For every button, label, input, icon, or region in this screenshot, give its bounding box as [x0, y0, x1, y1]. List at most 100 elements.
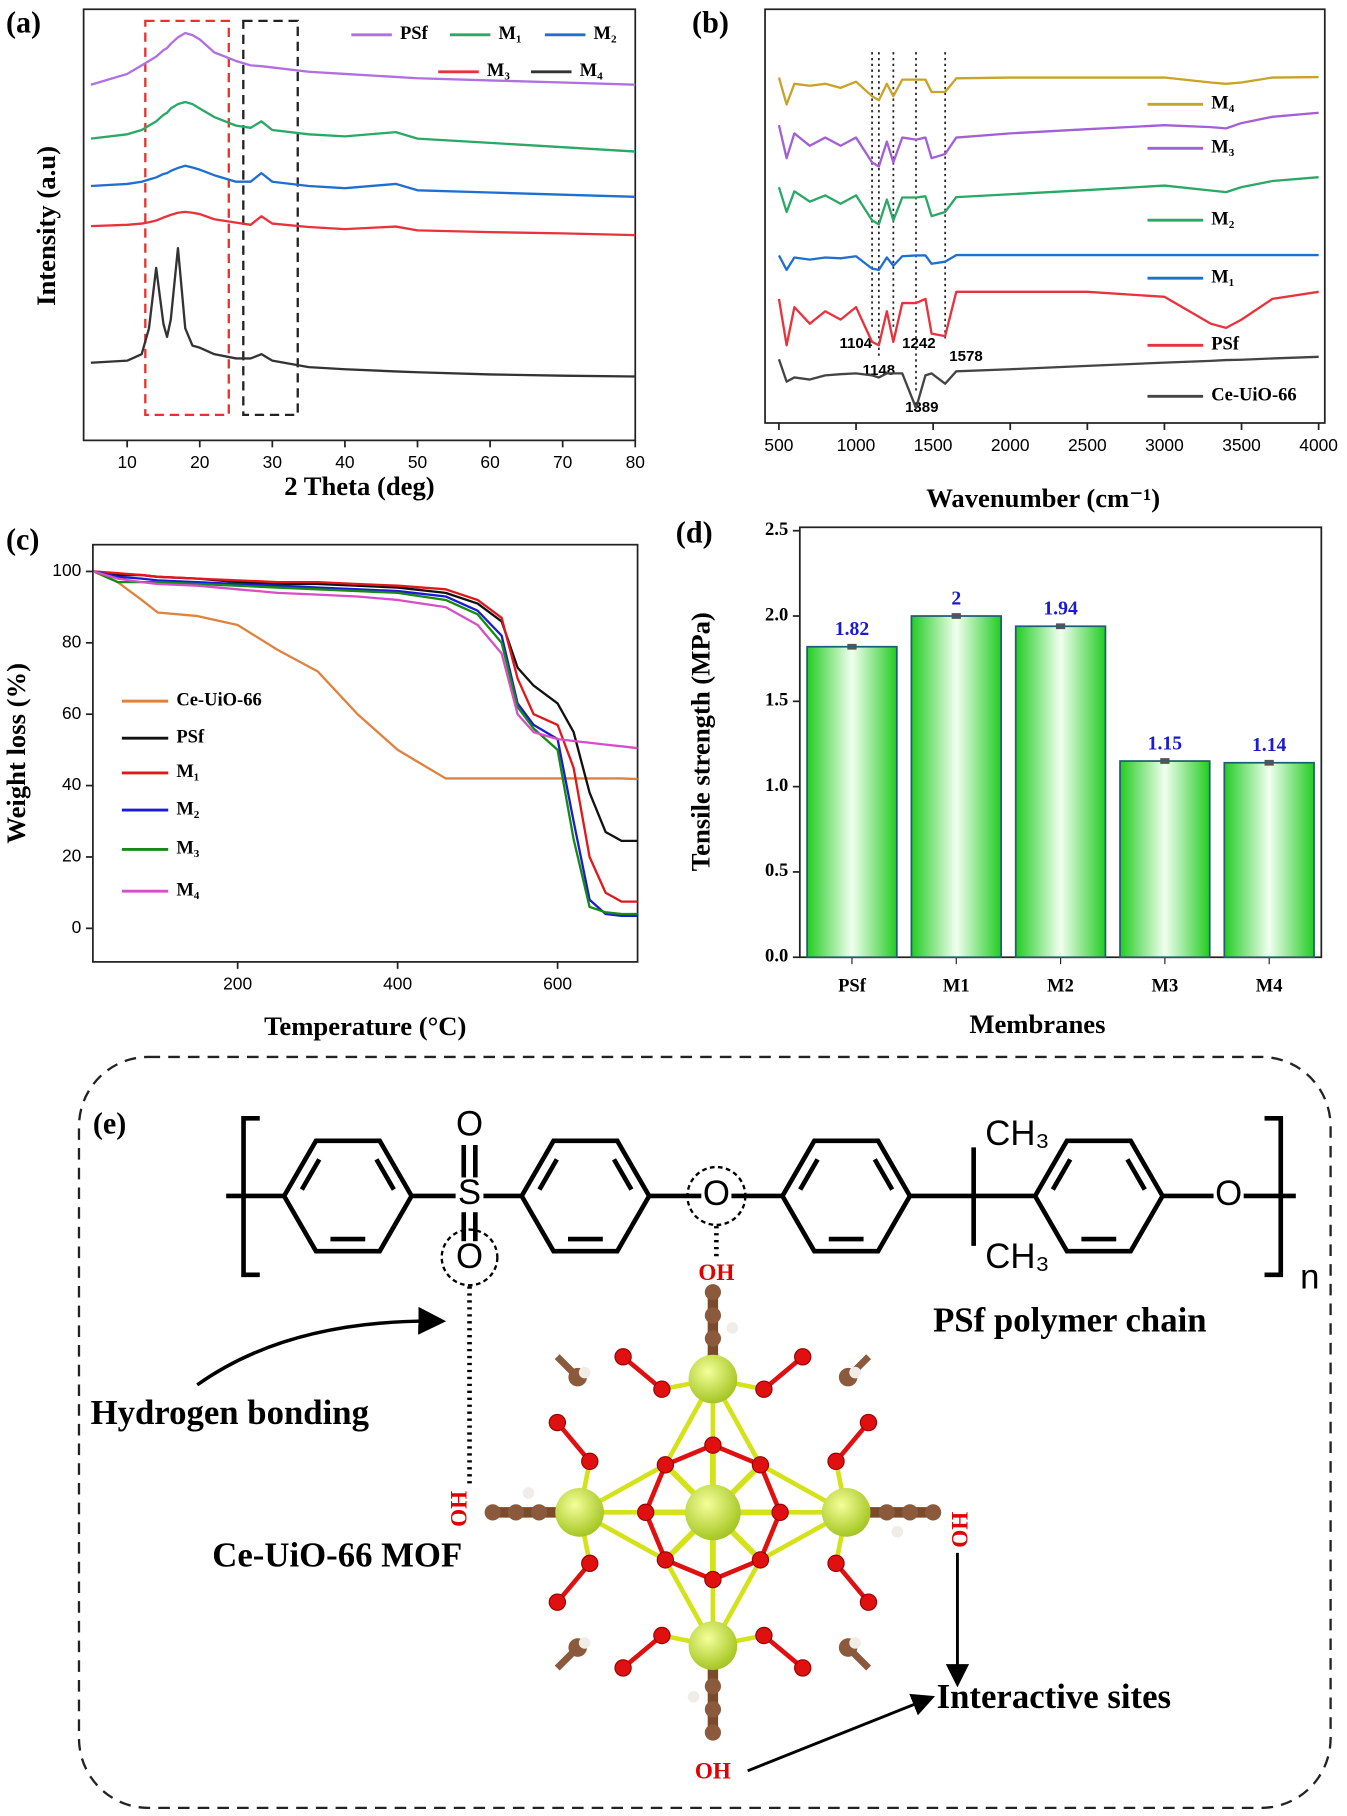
y-tick-label: 100 [52, 560, 81, 580]
legend-label: M₂ [594, 23, 617, 44]
x-tick-label: M2 [1047, 976, 1074, 997]
carbon [530, 1504, 548, 1521]
x-tick-label: 70 [553, 452, 572, 472]
series-line [90, 210, 636, 237]
legend-label: M₁ [499, 23, 522, 44]
legend-label: M₂ [1211, 208, 1234, 229]
double-bond [537, 1158, 559, 1191]
hydrogen [687, 1690, 700, 1703]
y-tick-label: 0.5 [765, 860, 788, 881]
x-tick-label: 40 [335, 452, 354, 472]
peak-label: 1104 [840, 335, 873, 352]
oxygen [859, 1413, 878, 1432]
oxygen [656, 1551, 675, 1569]
carbon [704, 1330, 722, 1347]
panel-label: (e) [93, 1106, 126, 1140]
carbon [901, 1504, 919, 1521]
series-line [777, 75, 1319, 106]
oxygen [636, 1503, 655, 1522]
legend-label: M₄ [1211, 93, 1234, 114]
oxygen [755, 1380, 773, 1398]
double-bond [1050, 1158, 1073, 1191]
x-axis-title: Membranes [969, 1009, 1105, 1039]
bar [806, 645, 898, 959]
carbon [484, 1504, 501, 1521]
hydrogen [578, 1637, 591, 1649]
series-line [93, 570, 638, 781]
y-tick-label: 40 [62, 774, 81, 794]
plot-frame [92, 543, 639, 963]
hydrogen [726, 1322, 739, 1334]
series-line [90, 246, 636, 378]
bar [910, 615, 1002, 959]
caption: Interactive sites [937, 1677, 1171, 1716]
oxygen [656, 1456, 675, 1474]
series-line [93, 570, 638, 750]
legend-label: PSf [1211, 334, 1240, 355]
x-axis-title: Temperature (°C) [264, 1011, 466, 1041]
bracket [1264, 1116, 1284, 1278]
legend-label: M₄ [176, 879, 199, 900]
x-tick-label: 400 [383, 974, 412, 994]
bar [1014, 625, 1107, 959]
error-bar [951, 613, 961, 619]
benzene-ring [281, 1138, 415, 1254]
x-tick-label: 30 [263, 452, 282, 472]
double-bond [374, 1158, 396, 1191]
double-bond [872, 1158, 895, 1191]
panel-label: (a) [6, 5, 41, 39]
panel-label: (c) [6, 522, 39, 556]
peak-label: 1578 [949, 348, 982, 365]
legend-label: M₁ [176, 761, 199, 782]
panel-frame [77, 1055, 1332, 1810]
y-tick-label: 2.0 [765, 604, 788, 625]
x-tick-label: 20 [190, 452, 209, 472]
oxygen [581, 1554, 599, 1573]
carbon [507, 1504, 525, 1521]
x-tick-label: 600 [543, 974, 572, 994]
legend-label: PSf [400, 23, 429, 44]
atom-label: CH₃ [985, 1115, 1049, 1153]
carbon [704, 1724, 722, 1741]
legend-label: Ce-UiO-66 [176, 689, 261, 710]
oxygen [771, 1503, 789, 1522]
x-tick-label: 10 [118, 452, 137, 472]
hydroxyl-label: OH [695, 1758, 731, 1784]
highlight-region [242, 19, 299, 417]
arrow [196, 1306, 447, 1387]
x-tick-label: 4000 [1299, 435, 1338, 455]
oxygen [653, 1626, 671, 1645]
site-circle [440, 1228, 499, 1287]
x-tick-label: 500 [764, 435, 793, 455]
bar [1223, 761, 1315, 959]
error-bar [1264, 759, 1274, 766]
oxygen [859, 1593, 878, 1611]
series-line [777, 111, 1319, 168]
series-line [777, 176, 1319, 226]
atom-label: O [703, 1175, 730, 1213]
cerium [688, 1354, 738, 1404]
caption: Ce-UiO-66 MOF [212, 1536, 462, 1575]
oxygen [614, 1348, 632, 1366]
atom-label: n [1300, 1259, 1319, 1297]
panel-label: (d) [676, 515, 713, 549]
series-line [93, 570, 638, 903]
y-tick-label: 0.0 [765, 946, 788, 967]
oxygen [827, 1554, 845, 1573]
peak-label: 1389 [905, 399, 938, 416]
y-axis-title: Intensity (a.u) [31, 146, 61, 306]
series-line [93, 570, 638, 918]
carbon [704, 1284, 722, 1301]
double-bond [1125, 1158, 1147, 1191]
x-axis-title: Wavenumber (cm⁻¹) [926, 483, 1160, 513]
x-tick-label: 1000 [837, 435, 876, 455]
value-label: 1.82 [835, 618, 869, 640]
legend-label: M₂ [176, 798, 199, 819]
cerium [821, 1488, 871, 1537]
error-bar [1055, 623, 1066, 630]
x-tick-label: M3 [1151, 976, 1178, 997]
series-line [90, 31, 636, 86]
oxygen [794, 1659, 812, 1677]
cerium [555, 1488, 604, 1537]
